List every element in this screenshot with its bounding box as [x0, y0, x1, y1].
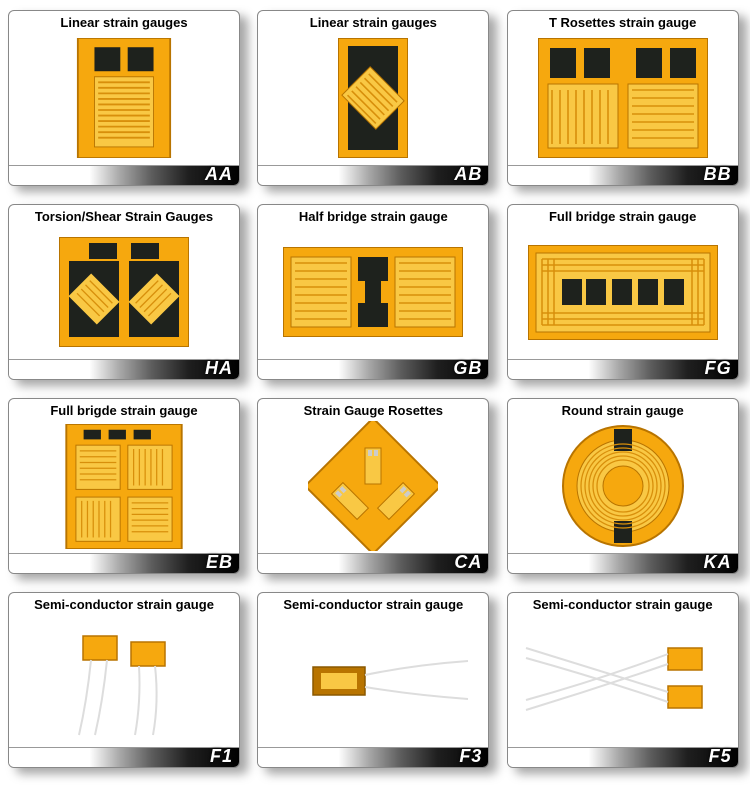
card-image: [508, 615, 738, 745]
card-image: [9, 421, 239, 551]
card-title: Strain Gauge Rosettes: [258, 403, 488, 418]
card-code: EB: [206, 552, 233, 573]
card-title: Semi-conductor strain gauge: [9, 597, 239, 612]
card-image: [9, 615, 239, 745]
card-image: [258, 615, 488, 745]
card-code: AB: [454, 164, 482, 185]
card-title: Semi-conductor strain gauge: [508, 597, 738, 612]
card-image: [258, 421, 488, 551]
card-title: Full bridge strain gauge: [508, 209, 738, 224]
card-image: [508, 421, 738, 551]
card-title: Torsion/Shear Strain Gauges: [9, 209, 239, 224]
card-eb: Full brigde strain gauge EB: [8, 398, 240, 574]
card-ca: Strain Gauge Rosettes CA: [257, 398, 489, 574]
card-ka: Round strain gauge KA: [507, 398, 739, 574]
card-footer: [9, 747, 239, 767]
card-fg: Full bridge strain gauge FG: [507, 204, 739, 380]
card-f1: Semi-conductor strain gauge F1: [8, 592, 240, 768]
card-gb: Half bridge strain gauge GB: [257, 204, 489, 380]
card-title: Linear strain gauges: [9, 15, 239, 30]
card-aa: Linear strain gauges AA: [8, 10, 240, 186]
card-title: Semi-conductor strain gauge: [258, 597, 488, 612]
card-footer: [508, 359, 738, 379]
card-code: FG: [705, 358, 732, 379]
product-grid: Linear strain gauges AA Linear st: [8, 10, 742, 768]
card-image: [508, 33, 738, 163]
card-code: F5: [709, 746, 732, 767]
card-image: [258, 33, 488, 163]
card-title: T Rosettes strain gauge: [508, 15, 738, 30]
card-code: F1: [210, 746, 233, 767]
card-image: [9, 227, 239, 357]
card-ab: Linear strain gauges AB: [257, 10, 489, 186]
card-code: F3: [459, 746, 482, 767]
card-image: [258, 227, 488, 357]
card-f5: Semi-conductor strain gauge F5: [507, 592, 739, 768]
card-code: GB: [453, 358, 482, 379]
card-footer: [258, 747, 488, 767]
card-bb: T Rosettes strain gauge: [507, 10, 739, 186]
card-image: [508, 227, 738, 357]
card-code: AA: [205, 164, 233, 185]
card-title: Half bridge strain gauge: [258, 209, 488, 224]
card-title: Full brigde strain gauge: [9, 403, 239, 418]
card-image: [9, 33, 239, 163]
card-footer: [9, 553, 239, 573]
card-title: Linear strain gauges: [258, 15, 488, 30]
card-footer: [508, 747, 738, 767]
card-ha: Torsion/Shear Strain Gauges HA: [8, 204, 240, 380]
card-f3: Semi-conductor strain gauge F3: [257, 592, 489, 768]
card-code: KA: [704, 552, 732, 573]
card-code: HA: [205, 358, 233, 379]
card-code: BB: [704, 164, 732, 185]
card-code: CA: [454, 552, 482, 573]
card-title: Round strain gauge: [508, 403, 738, 418]
